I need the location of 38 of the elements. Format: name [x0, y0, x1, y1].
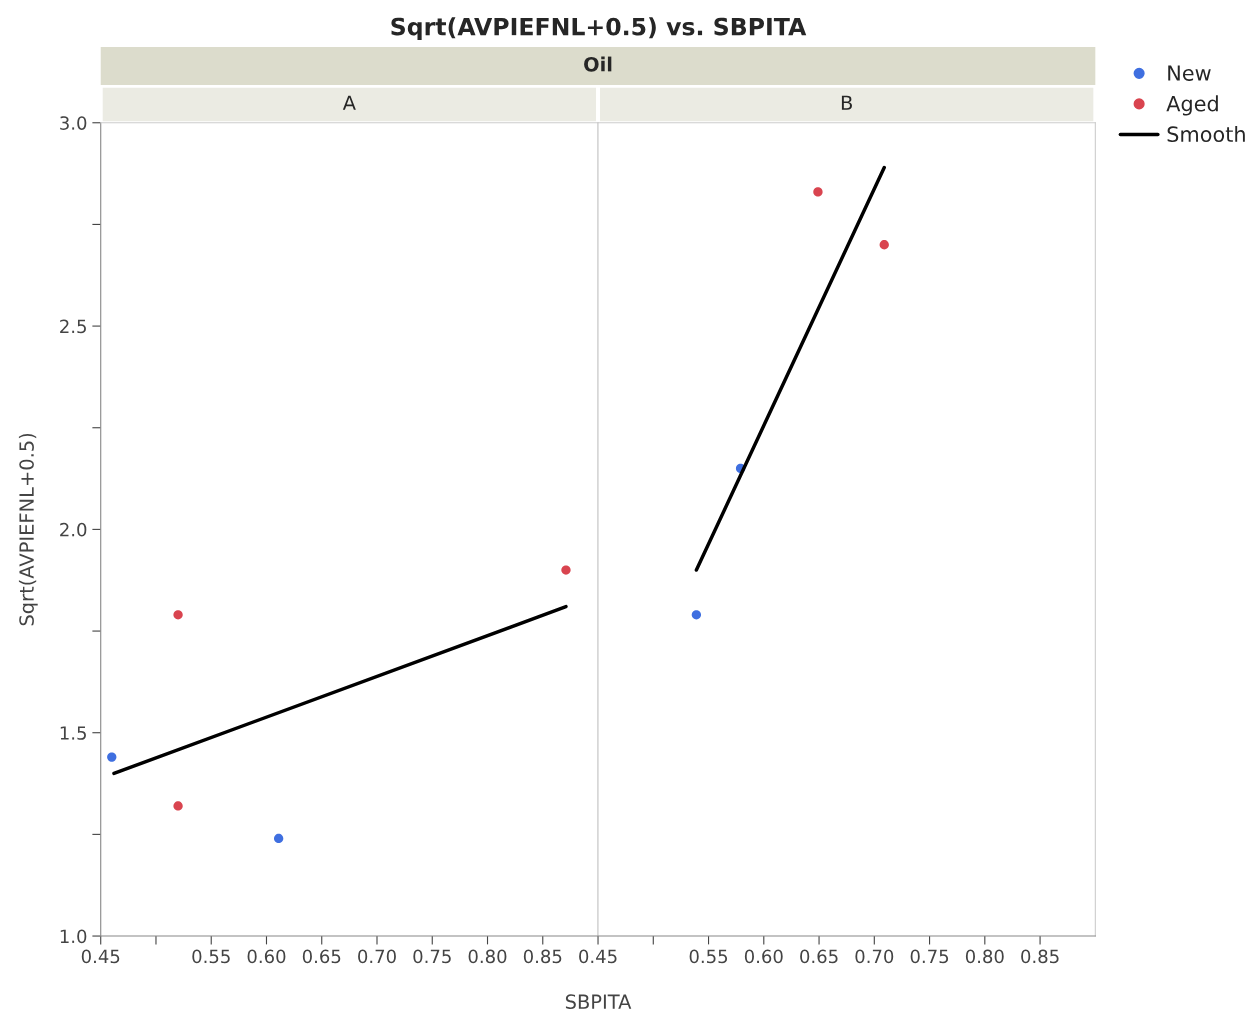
- x-tick-label: 0.85: [1021, 949, 1059, 964]
- text: 0.60: [744, 949, 783, 964]
- text: 2.0: [60, 522, 87, 537]
- x-tick-label: 0.75: [910, 949, 949, 964]
- legend-label: Smooth: [1167, 125, 1245, 143]
- text: 0.60: [247, 949, 286, 964]
- chart-title: Sqrt(AVPIEFNL+0.5) vs. SBPITA: [391, 17, 807, 41]
- text: 0.70: [855, 949, 894, 964]
- text: 3.0: [60, 116, 87, 130]
- x-tick-label: 0.75: [413, 949, 451, 964]
- legend-label: Aged: [1166, 95, 1218, 116]
- y-axis-title: Sqrt(AVPIEFNL+0.5): [18, 433, 38, 626]
- point: [273, 833, 284, 844]
- point: [561, 565, 571, 575]
- x-tick-label: 0.55: [192, 949, 230, 964]
- point: [813, 187, 823, 197]
- text: 0.80: [468, 949, 507, 964]
- point: [173, 801, 183, 811]
- text: 0.70: [358, 949, 396, 964]
- x-tick-label: 0.65: [800, 949, 838, 964]
- x-tick-label: 0.65: [302, 949, 341, 964]
- x-tick-label: 0.45: [81, 949, 120, 964]
- y-tick-label: 2.5: [60, 319, 86, 334]
- point: [691, 610, 702, 620]
- text: B: [841, 95, 852, 110]
- chart-subtitle: Oil: [584, 56, 612, 72]
- text: A: [342, 95, 356, 110]
- text: 1.0: [60, 929, 87, 944]
- y-tick-label: 1.5: [60, 726, 86, 740]
- legend-label: New: [1168, 65, 1211, 81]
- x-tick-label: 0.85: [523, 949, 562, 964]
- point: [173, 610, 183, 620]
- text: 0.80: [965, 949, 1004, 964]
- x-tick-label: 0.45: [579, 949, 617, 964]
- x-axis-title: SBPITA: [565, 994, 632, 1009]
- point: [879, 240, 889, 250]
- point: [107, 752, 117, 762]
- x-tick-label: 0.55: [689, 949, 728, 964]
